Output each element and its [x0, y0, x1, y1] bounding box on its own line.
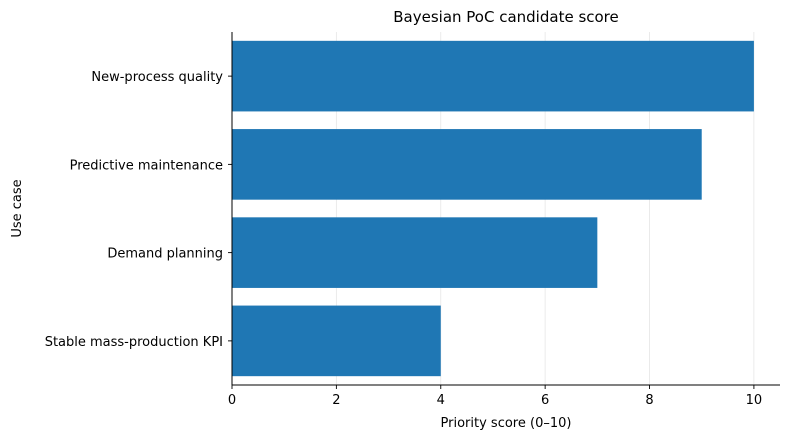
bar [232, 217, 598, 288]
x-tick-label: 2 [332, 393, 340, 408]
y-tick-label: Demand planning [107, 247, 223, 262]
x-tick-label: 10 [746, 393, 763, 408]
bars [232, 40, 754, 377]
y-axis-label: Use case [10, 179, 25, 237]
bar [232, 129, 702, 200]
x-tick-label: 8 [645, 393, 653, 408]
x-tick-label: 4 [437, 393, 445, 408]
x-tick-label: 6 [541, 393, 549, 408]
y-tick-label: New-process quality [91, 70, 223, 85]
x-axis-label: Priority score (0–10) [441, 416, 572, 431]
y-tick-label: Stable mass-production KPI [45, 335, 223, 350]
x-tick-label: 0 [228, 393, 236, 408]
bar [232, 40, 754, 112]
labels: Bayesian PoC candidate score Priority sc… [10, 8, 762, 431]
chart-title: Bayesian PoC candidate score [393, 8, 619, 26]
y-tick-label: Predictive maintenance [70, 158, 223, 173]
bar [232, 305, 441, 377]
axes [228, 32, 780, 389]
